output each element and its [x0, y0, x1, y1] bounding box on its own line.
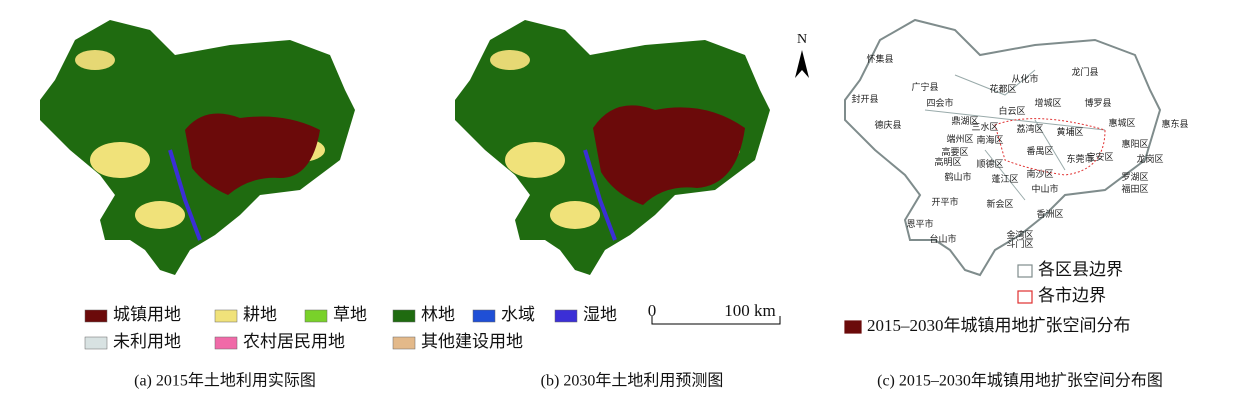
district-label: 福田区: [1121, 183, 1148, 194]
district-label: 增城区: [1034, 97, 1061, 108]
district-label: 龙门县: [1071, 66, 1098, 77]
district-label: 四会市: [926, 97, 953, 108]
district-label: 惠城区: [1108, 117, 1135, 128]
district-label: 端州区: [946, 133, 973, 144]
legend-swatch: [1017, 290, 1033, 304]
district-label: 高要区: [941, 146, 968, 157]
district-label: 东莞市: [1066, 153, 1093, 164]
scale-end: 100 km: [724, 301, 775, 320]
legend-label: 农村居民用地: [243, 332, 345, 351]
legend-label: 2015–2030年城镇用地扩张空间分布: [867, 316, 1131, 335]
district-label: 台山市: [929, 233, 956, 244]
district-label: 恩平市: [906, 218, 933, 229]
district-label: 龙岗区: [1136, 153, 1163, 164]
legend-label: 水域: [501, 305, 535, 324]
legend-swatch: [304, 309, 328, 323]
district-label: 南沙区: [1026, 168, 1053, 179]
caption: (b) 2030年土地利用预测图: [541, 372, 724, 390]
district-label: 三水区: [971, 121, 998, 132]
district-label: 博罗县: [1084, 97, 1111, 108]
district-label: 黄埔区: [1056, 126, 1083, 137]
district-label: 开平市: [931, 196, 958, 207]
legend-label: 各市边界: [1038, 286, 1106, 305]
district-label: 顺德区: [976, 158, 1003, 169]
captions: (a) 2015年土地利用实际图 (b) 2030年土地利用预测图 (c) 2015…: [134, 372, 1163, 390]
caption: (a) 2015年土地利用实际图: [134, 372, 316, 390]
legend-swatch: [392, 336, 416, 350]
district-label: 中山市: [1031, 183, 1058, 194]
district-label: 惠东县: [1161, 118, 1188, 129]
scale-start: 0: [648, 301, 657, 320]
legend-swatch: [214, 309, 238, 323]
district-label: 金湾区: [1006, 229, 1033, 240]
district-label: 怀集县: [866, 53, 893, 64]
legend-swatch: [472, 309, 496, 323]
legend-label: 其他建设用地: [421, 332, 523, 351]
scale-bar: 0 100 km: [648, 301, 781, 325]
district-label: 斗门区: [1006, 238, 1033, 249]
district-label: 从化市: [1011, 73, 1038, 84]
district-label: 香洲区: [1036, 209, 1063, 219]
district-label: 惠阳区: [1121, 138, 1148, 149]
legend-label: 各区县边界: [1038, 260, 1123, 279]
district-label: 花都区: [989, 83, 1016, 94]
legend-swatch: [1017, 264, 1033, 278]
legend-swatch: [84, 309, 108, 323]
district-label: 荔湾区: [1016, 123, 1043, 134]
district-label: 罗湖区: [1121, 172, 1148, 182]
district-label: 蓬江区: [991, 173, 1018, 184]
legend-swatch: [554, 309, 578, 323]
legend-label: 未利用地: [113, 332, 181, 351]
district-label: 白云区: [998, 105, 1025, 116]
caption: (c) 2015–2030年城镇用地扩张空间分布图: [877, 372, 1163, 390]
district-label: 德庆县: [874, 119, 901, 130]
legend-swatch: [84, 336, 108, 350]
legend-label: 林地: [421, 305, 455, 324]
district-label: 南海区: [976, 134, 1003, 145]
legend-swatch: [214, 336, 238, 350]
district-label: 番禺区: [1026, 145, 1053, 156]
legend-swatch: [844, 320, 862, 334]
legend-label: 耕地: [243, 305, 277, 324]
map-c: [844, 19, 1161, 276]
district-label: 封开县: [851, 93, 878, 104]
map-b: [455, 20, 770, 275]
district-label: 鹤山市: [944, 171, 971, 182]
map-a: [40, 20, 355, 275]
north-arrow: N: [795, 32, 809, 78]
district-label: 高明区: [934, 156, 961, 167]
legend-swatch: [392, 309, 416, 323]
legend-label: 城镇用地: [113, 305, 181, 324]
north-label: N: [797, 32, 807, 47]
district-label: 宝安区: [1086, 151, 1113, 162]
district-label: 鼎湖区: [951, 116, 978, 126]
district-label: 新会区: [986, 198, 1013, 209]
legend-label: 湿地: [583, 305, 617, 324]
legend-label: 草地: [333, 305, 367, 324]
district-label: 广宁县: [911, 81, 938, 92]
